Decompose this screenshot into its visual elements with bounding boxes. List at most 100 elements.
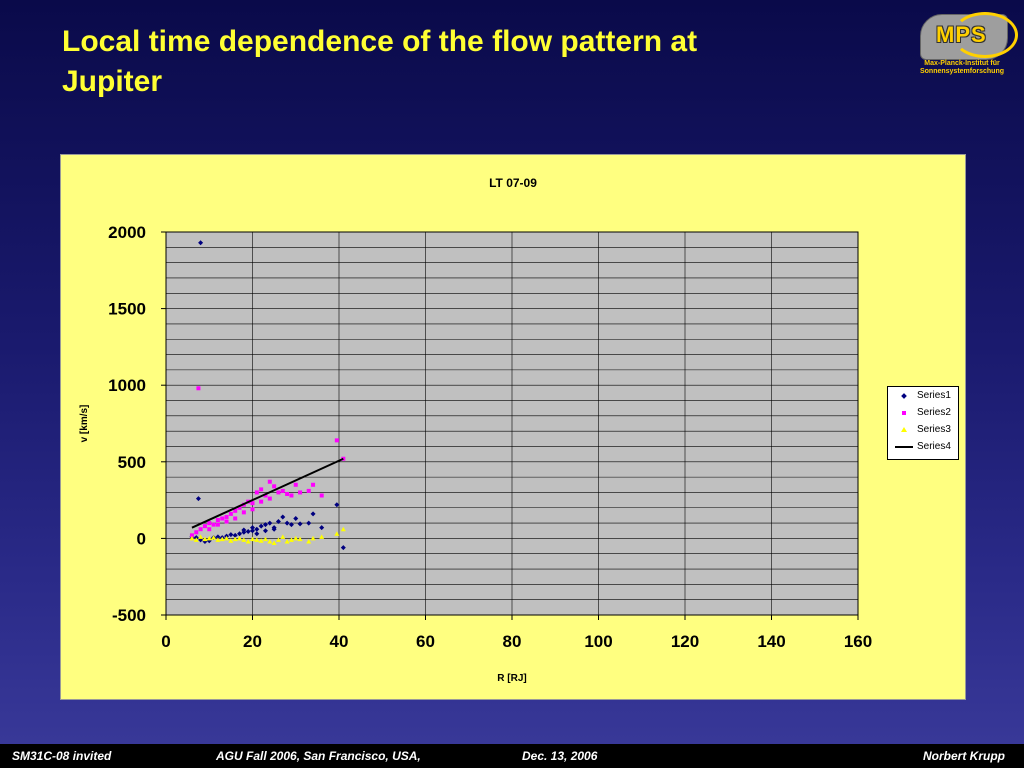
logo-ring-icon bbox=[952, 12, 1018, 58]
series3-point bbox=[228, 538, 234, 543]
series2-point bbox=[285, 491, 290, 496]
series2-point bbox=[272, 484, 277, 489]
series1-point bbox=[250, 528, 255, 534]
legend-label: Series1 bbox=[917, 390, 951, 401]
x-tick-label: 160 bbox=[844, 632, 872, 651]
x-tick-label: 60 bbox=[416, 632, 435, 651]
series2-point bbox=[289, 493, 294, 498]
series2-point bbox=[224, 519, 229, 524]
series3-point bbox=[189, 535, 195, 541]
series2-point bbox=[207, 527, 212, 532]
y-tick-label: 1500 bbox=[108, 300, 146, 319]
series2-point bbox=[306, 488, 311, 493]
series2-point bbox=[254, 490, 259, 495]
slide-title: Local time dependence of the flow patter… bbox=[62, 22, 822, 102]
series3-point bbox=[206, 535, 212, 541]
logo-org-line2: Sonnensystemforschung bbox=[919, 68, 1004, 75]
footer-author: Norbert Krupp bbox=[923, 749, 1005, 763]
series4-trend-line bbox=[191, 457, 344, 529]
series2-point bbox=[250, 507, 255, 512]
series1-point bbox=[280, 514, 286, 520]
x-axis-label: R [RJ] bbox=[497, 673, 526, 684]
legend-swatch bbox=[894, 445, 914, 448]
series3-point bbox=[237, 535, 243, 541]
series1-point bbox=[254, 531, 260, 537]
series2-point bbox=[228, 511, 233, 516]
series1-point bbox=[310, 511, 316, 517]
legend-item: Series1 bbox=[888, 387, 958, 404]
y-tick-label: 1000 bbox=[108, 376, 146, 395]
series3-point bbox=[232, 536, 238, 542]
series1-point bbox=[288, 522, 294, 528]
y-tick-label: -500 bbox=[112, 606, 146, 625]
series2-point bbox=[298, 490, 303, 495]
series2-point bbox=[241, 510, 246, 515]
series1-point bbox=[258, 523, 264, 529]
series3-point bbox=[258, 538, 264, 543]
series3-point bbox=[219, 536, 225, 542]
logo-text: MPS bbox=[936, 22, 987, 47]
series2-point bbox=[319, 493, 324, 498]
series2-point bbox=[259, 499, 264, 504]
series2-point bbox=[211, 522, 216, 527]
series2-point bbox=[189, 533, 194, 538]
series3-point bbox=[288, 537, 294, 542]
series3-point bbox=[267, 538, 273, 544]
series2-point bbox=[280, 488, 285, 493]
series3-point bbox=[198, 534, 204, 539]
series3-point bbox=[211, 535, 217, 540]
x-tick-label: 100 bbox=[584, 632, 612, 651]
legend-label: Series3 bbox=[917, 424, 951, 435]
series2-point bbox=[233, 516, 238, 521]
series1-point bbox=[241, 527, 247, 533]
series3-point bbox=[245, 538, 251, 544]
series2-point bbox=[311, 482, 316, 487]
series1-point bbox=[237, 531, 243, 537]
series3-point bbox=[250, 536, 255, 542]
series2-point bbox=[237, 505, 242, 510]
series3-point bbox=[262, 536, 268, 542]
series3-point bbox=[293, 535, 299, 541]
legend-item: Series2 bbox=[888, 404, 958, 421]
series2-point bbox=[198, 527, 203, 532]
series2-point bbox=[259, 487, 264, 492]
series1-point bbox=[245, 529, 251, 535]
series1-point bbox=[262, 528, 268, 534]
series2-point bbox=[194, 530, 199, 535]
y-tick-label: 2000 bbox=[108, 223, 146, 242]
footer-meeting: AGU Fall 2006, San Francisco, USA, bbox=[216, 749, 421, 763]
series2-point bbox=[215, 518, 220, 523]
x-tick-label: 140 bbox=[757, 632, 785, 651]
series2-point bbox=[250, 501, 255, 506]
x-tick-label: 120 bbox=[671, 632, 699, 651]
series2-point bbox=[267, 479, 272, 484]
series2-point bbox=[220, 516, 225, 521]
series1-point bbox=[306, 520, 312, 526]
series1-point bbox=[334, 502, 340, 508]
chart-title: LT 07-09 bbox=[489, 176, 537, 190]
series3-point bbox=[310, 535, 316, 541]
series3-point bbox=[254, 537, 260, 542]
footer-bar: SM31C-08 invited AGU Fall 2006, San Fran… bbox=[0, 744, 1024, 768]
chart-panel: -500 0 500 1000 1500 2000 0 20 40 60 80 100 120 140 16… bbox=[60, 154, 966, 700]
series3-point bbox=[271, 540, 277, 545]
series2-point bbox=[293, 482, 298, 487]
legend-swatch bbox=[894, 427, 914, 432]
series2-point bbox=[196, 386, 201, 391]
logo-org-line1: Max-Planck-Institut für bbox=[924, 60, 1000, 67]
series3-point bbox=[340, 526, 346, 532]
series1-point bbox=[215, 534, 221, 540]
series1-point bbox=[275, 519, 281, 525]
series1-point bbox=[319, 525, 325, 531]
series1-point bbox=[340, 545, 346, 551]
series3-point bbox=[193, 537, 199, 542]
series1-point bbox=[271, 526, 277, 532]
series1-point bbox=[232, 532, 238, 538]
series2-point bbox=[276, 490, 281, 495]
x-tick-label: 40 bbox=[330, 632, 349, 651]
legend-label: Series4 bbox=[917, 441, 951, 452]
series2-point bbox=[233, 508, 238, 513]
series2-point bbox=[224, 514, 229, 519]
series2-point bbox=[334, 438, 339, 443]
series1-point bbox=[293, 515, 299, 521]
